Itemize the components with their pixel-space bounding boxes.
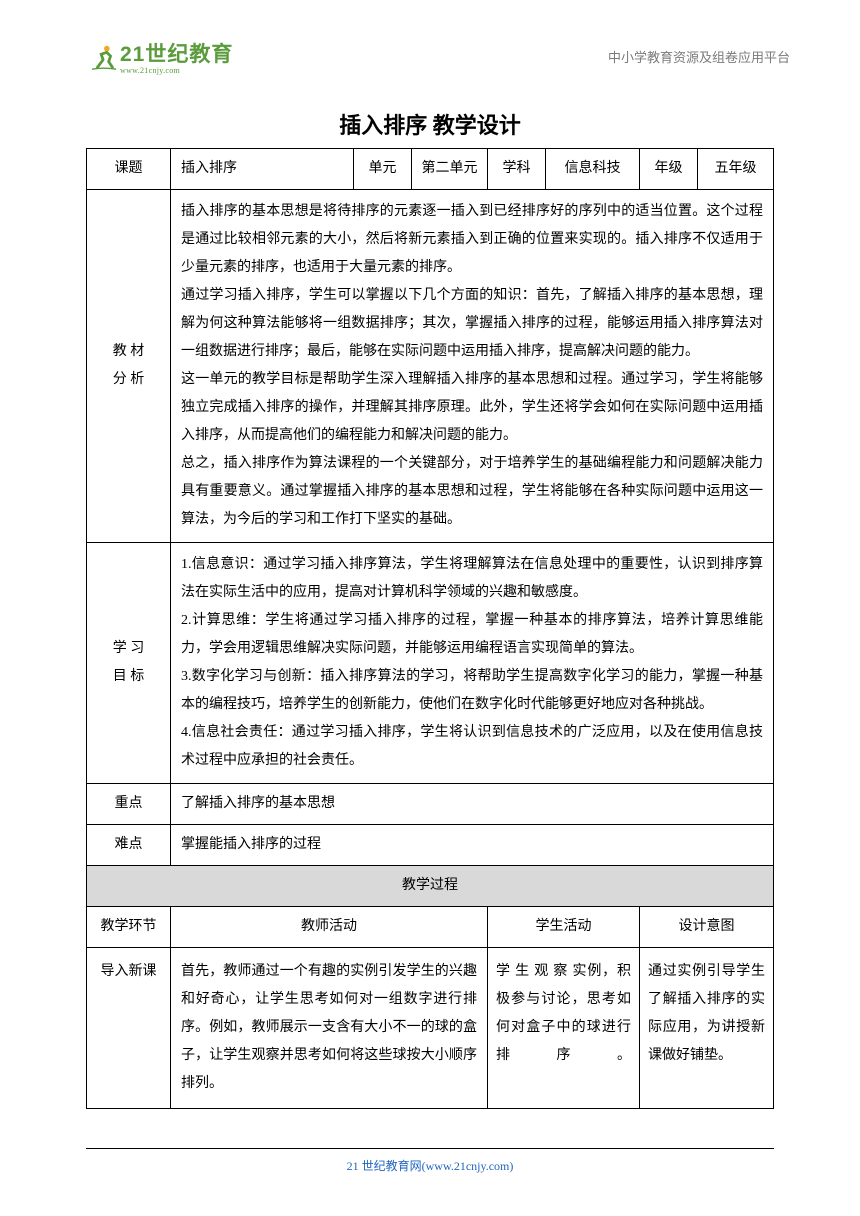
process-col2-header: 教师活动	[171, 907, 488, 948]
subject-label: 学科	[488, 149, 546, 190]
process-phase: 导入新课	[87, 948, 171, 1109]
unit-value: 第二单元	[412, 149, 488, 190]
page-header: 21世纪教育 www.21cnjy.com 中小学教育资源及组卷应用平台	[90, 38, 790, 75]
table-row: 教学环节 教师活动 学生活动 设计意图	[87, 907, 774, 948]
logo-url: www.21cnjy.com	[120, 66, 233, 75]
material-label-l1: 教 材	[95, 338, 162, 366]
process-col1-header: 教学环节	[87, 907, 171, 948]
table-row: 难点 掌握能插入排序的过程	[87, 825, 774, 866]
logo-brand: 21世纪教育	[120, 38, 233, 68]
process-student: 学 生 观 察 实例，积极参与讨论，思考如何对盒子中的球进行排序。	[488, 948, 640, 1109]
objectives-label-l2: 目 标	[95, 663, 162, 691]
process-intent: 通过实例引导学生了解插入排序的实际应用，为讲授新课做好铺垫。	[640, 948, 774, 1109]
process-col4-header: 设计意图	[640, 907, 774, 948]
lesson-plan-table: 课题 插入排序 单元 第二单元 学科 信息科技 年级 五年级 教 材 分 析 插…	[86, 148, 774, 1109]
unit-label: 单元	[354, 149, 412, 190]
material-label: 教 材 分 析	[87, 190, 171, 543]
table-row: 学 习 目 标 1.信息意识：通过学习插入排序算法，学生将理解算法在信息处理中的…	[87, 543, 774, 784]
objectives-label-l1: 学 习	[95, 635, 162, 663]
material-label-l2: 分 析	[95, 366, 162, 394]
topic-value: 插入排序	[171, 149, 354, 190]
grade-label: 年级	[640, 149, 698, 190]
process-teacher: 首先，教师通过一个有趣的实例引发学生的兴趣和好奇心，让学生思考如何对一组数字进行…	[171, 948, 488, 1109]
footer-text: 21 世纪教育网(www.21cnjy.com)	[347, 1159, 514, 1173]
logo-main-text: 世纪教育	[145, 43, 233, 66]
difficulty-content: 掌握能插入排序的过程	[171, 825, 774, 866]
page-footer: 21 世纪教育网(www.21cnjy.com)	[86, 1148, 774, 1174]
keypoint-label: 重点	[87, 784, 171, 825]
grade-value: 五年级	[698, 149, 774, 190]
topic-label: 课题	[87, 149, 171, 190]
table-row: 课题 插入排序 单元 第二单元 学科 信息科技 年级 五年级	[87, 149, 774, 190]
table-row: 导入新课 首先，教师通过一个有趣的实例引发学生的兴趣和好奇心，让学生思考如何对一…	[87, 948, 774, 1109]
platform-label: 中小学教育资源及组卷应用平台	[608, 47, 790, 66]
material-content: 插入排序的基本思想是将待排序的元素逐一插入到已经排序好的序列中的适当位置。这个过…	[171, 190, 774, 543]
process-section-header: 教学过程	[87, 866, 774, 907]
objectives-content: 1.信息意识：通过学习插入排序算法，学生将理解算法在信息处理中的重要性，认识到排…	[171, 543, 774, 784]
page-title: 插入排序 教学设计	[0, 108, 860, 140]
logo-text-column: 21世纪教育 www.21cnjy.com	[120, 38, 233, 75]
keypoint-content: 了解插入排序的基本思想	[171, 784, 774, 825]
subject-value: 信息科技	[546, 149, 640, 190]
logo: 21世纪教育 www.21cnjy.com	[90, 38, 233, 75]
table-row: 教 材 分 析 插入排序的基本思想是将待排序的元素逐一插入到已经排序好的序列中的…	[87, 190, 774, 543]
objectives-label: 学 习 目 标	[87, 543, 171, 784]
process-col3-header: 学生活动	[488, 907, 640, 948]
runner-icon	[90, 43, 118, 71]
table-row: 教学过程	[87, 866, 774, 907]
difficulty-label: 难点	[87, 825, 171, 866]
table-row: 重点 了解插入排序的基本思想	[87, 784, 774, 825]
logo-prefix: 21	[120, 43, 145, 66]
